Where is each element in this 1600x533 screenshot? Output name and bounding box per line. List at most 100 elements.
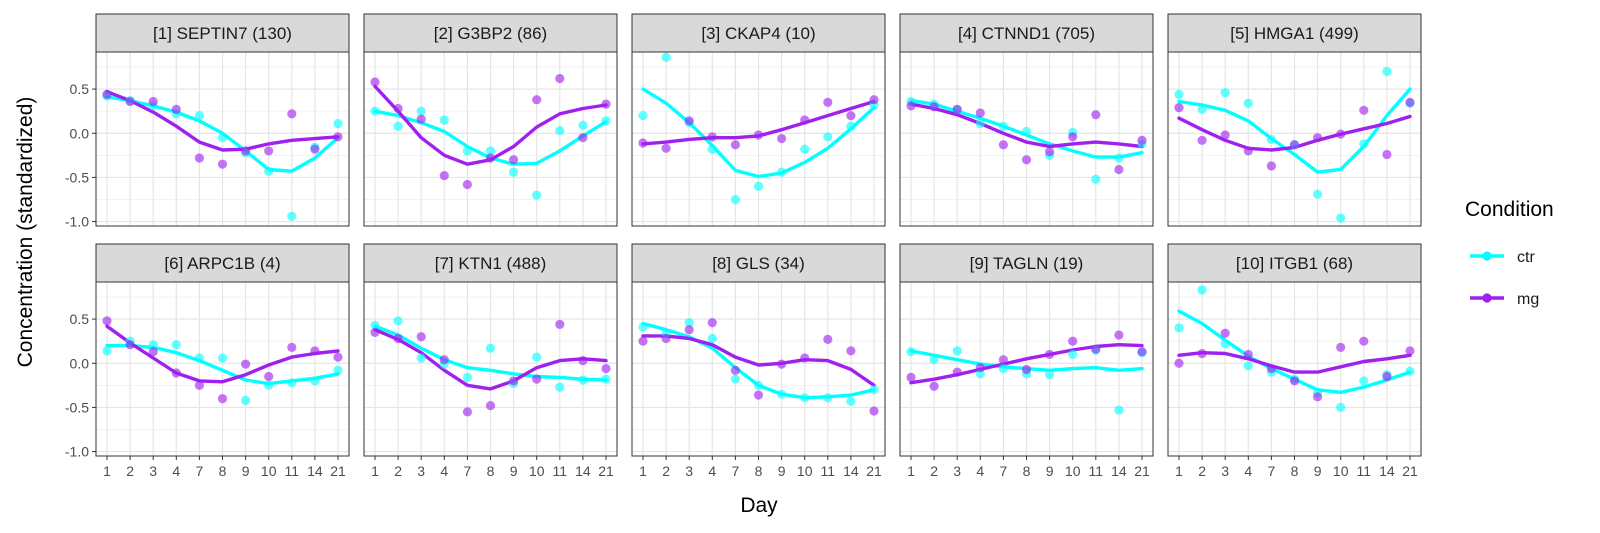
x-tick-label: 9	[242, 463, 250, 479]
y-tick-label: -0.5	[65, 399, 89, 415]
x-tick-label: 14	[307, 463, 323, 479]
x-tick-label: 7	[1268, 463, 1276, 479]
panel-strip	[631, 13, 886, 53]
series-line-ctr	[641, 87, 876, 179]
panel-border	[95, 51, 350, 227]
data-point-ctr	[869, 385, 879, 395]
x-tick-label: 21	[866, 463, 882, 479]
x-tick-label: 9	[1314, 463, 1322, 479]
data-point-mg	[869, 406, 879, 416]
data-point-mg	[707, 132, 717, 142]
x-tick-label: 7	[1000, 463, 1008, 479]
data-point-mg	[1313, 392, 1323, 402]
data-point-ctr	[1336, 213, 1346, 223]
x-tick-label: 3	[685, 463, 693, 479]
data-point-mg	[1359, 336, 1369, 346]
data-point-mg	[730, 140, 741, 150]
data-point-mg	[1045, 349, 1055, 360]
panel-strip	[95, 13, 350, 53]
data-point-ctr	[287, 211, 297, 221]
data-point-mg	[393, 103, 403, 114]
data-point-mg	[753, 390, 764, 400]
data-point-mg	[1091, 110, 1101, 120]
data-point-mg	[1336, 342, 1346, 352]
panel: [9] TAGLN (19) 1 2 3 4 7 8 9 10 11 14 21	[899, 243, 1154, 479]
data-point-mg	[241, 146, 251, 156]
x-tick-label: 4	[708, 463, 716, 479]
data-point-ctr	[532, 190, 542, 200]
data-point-ctr	[264, 166, 274, 176]
x-tick-label: 2	[394, 463, 402, 479]
y-tick-label: 0.0	[70, 125, 90, 141]
panel-border	[1167, 51, 1422, 227]
data-point-mg	[508, 155, 519, 165]
data-point-mg	[846, 346, 856, 356]
data-point-mg	[1289, 376, 1300, 386]
data-point-ctr	[929, 355, 939, 365]
data-point-ctr	[370, 106, 380, 116]
data-point-ctr	[555, 126, 565, 136]
data-point-ctr	[241, 395, 251, 405]
x-tick-label: 21	[1402, 463, 1418, 479]
data-point-mg	[869, 95, 879, 105]
data-point-mg	[952, 367, 962, 377]
data-point-mg	[1045, 147, 1055, 157]
series-line-ctr	[373, 324, 608, 382]
panel-strip	[1167, 13, 1422, 53]
data-point-mg	[1114, 330, 1124, 340]
panel-border	[899, 51, 1154, 227]
x-tick-label: 3	[149, 463, 157, 479]
data-point-mg	[1313, 133, 1323, 143]
data-point-mg	[601, 363, 611, 374]
panel-strip	[95, 243, 350, 283]
data-point-ctr	[532, 352, 542, 362]
data-point-mg	[578, 356, 588, 366]
data-point-mg	[264, 371, 274, 382]
data-point-mg	[1266, 161, 1276, 171]
data-point-ctr	[1266, 134, 1276, 145]
x-tick-label: 2	[126, 463, 134, 479]
x-tick-label: 21	[1134, 463, 1150, 479]
legend-item: ctr	[1470, 249, 1535, 266]
data-point-ctr	[194, 110, 204, 121]
panel: [2] G3BP2 (86)	[363, 13, 618, 227]
data-point-ctr	[171, 340, 181, 350]
data-point-ctr	[102, 346, 112, 356]
data-point-mg	[1174, 103, 1184, 113]
series-line-mg	[105, 89, 340, 152]
panel-title: [4] CTNND1 (705)	[958, 24, 1095, 43]
data-point-ctr	[1220, 339, 1230, 349]
x-tick-label: 9	[510, 463, 518, 479]
data-point-mg	[171, 104, 181, 115]
data-point-ctr	[1382, 66, 1392, 77]
data-point-mg	[1382, 149, 1392, 160]
data-point-mg	[1174, 358, 1184, 368]
data-point-mg	[975, 363, 985, 373]
data-point-mg	[777, 133, 787, 144]
data-point-ctr	[638, 110, 648, 121]
data-point-mg	[684, 325, 694, 335]
data-point-mg	[264, 146, 274, 156]
data-point-ctr	[264, 380, 274, 390]
data-point-mg	[1021, 155, 1032, 165]
series-line-mg	[105, 324, 340, 384]
data-point-ctr	[846, 121, 856, 131]
series-line-ctr	[1177, 87, 1412, 174]
data-point-mg	[823, 97, 833, 107]
series-line-ctr	[105, 343, 340, 386]
x-tick-label: 1	[639, 463, 647, 479]
y-tick-label: 0.0	[70, 355, 90, 371]
data-point-ctr	[906, 347, 916, 357]
data-point-mg	[661, 143, 671, 153]
legend: Condition ctr mg	[1465, 198, 1554, 308]
data-point-mg	[416, 114, 426, 124]
data-point-ctr	[975, 118, 985, 129]
panel-strip	[1167, 243, 1422, 283]
data-point-ctr	[578, 375, 588, 385]
x-axis-title: Day	[740, 494, 778, 517]
data-point-ctr	[1114, 153, 1124, 163]
data-point-ctr	[638, 322, 648, 332]
data-point-ctr	[1243, 361, 1253, 371]
data-point-ctr	[823, 393, 833, 403]
panel-border	[631, 51, 886, 227]
